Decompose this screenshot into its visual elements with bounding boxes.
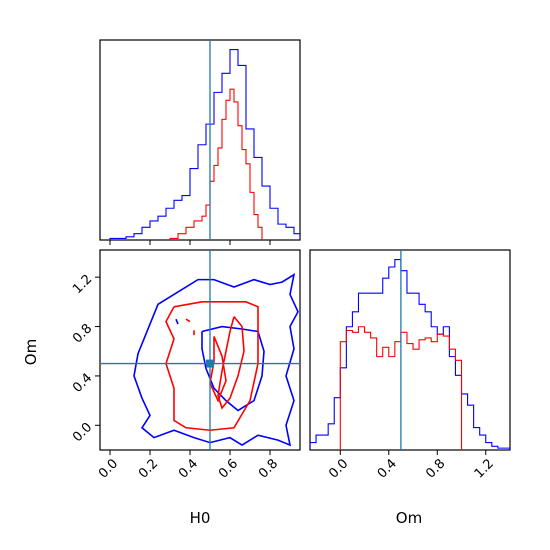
hist_Om-series-0-step <box>310 258 510 450</box>
contour-line-0 <box>133 273 299 447</box>
x-axis-label-h0: H0 <box>190 509 211 527</box>
contour-line-3 <box>165 301 259 432</box>
hist_H0-series-1-step <box>169 88 263 240</box>
contour_H0_Om-xtick-label-0: 0.0 <box>96 456 121 481</box>
contour-truth-marker <box>206 359 214 368</box>
hist_Om-xtick-label-1: 0.4 <box>375 456 400 481</box>
contour_H0_Om-xtick-label-4: 0.8 <box>256 456 281 481</box>
hist-h0-frame <box>99 39 301 241</box>
contour_H0_Om-xtick-label-3: 0.6 <box>216 456 241 481</box>
hist-om-frame <box>309 249 511 451</box>
y-axis-label-om: Om <box>22 339 40 365</box>
x-axis-label-om: Om <box>396 509 422 527</box>
hist-om-panel <box>310 250 510 450</box>
contour_H0_Om-ytick-label-3: 1.2 <box>70 272 95 297</box>
hist_H0-series-0-step <box>109 48 300 240</box>
hist-h0-panel <box>109 40 300 240</box>
contour-h0-om-panel <box>100 250 300 450</box>
hist_Om-xtick-label-2: 0.8 <box>423 456 448 481</box>
contour-line-6 <box>185 318 191 323</box>
contour-h0-om-frame <box>99 249 301 451</box>
contour_H0_Om-ytick-label-1: 0.4 <box>70 371 95 396</box>
contour-line-4 <box>217 316 245 410</box>
contour_H0_Om-ytick-label-0: 0.0 <box>70 420 95 445</box>
hist_Om-xtick-label-3: 1.2 <box>472 456 497 481</box>
contour_H0_Om-ytick-label-2: 0.8 <box>70 321 95 346</box>
contour_H0_Om-xtick-label-1: 0.2 <box>136 456 161 481</box>
contour_H0_Om-xtick-label-2: 0.4 <box>176 456 201 481</box>
contour-line-1 <box>201 325 265 412</box>
tick-layer: 0.0 0.2 0.4 0.6 0.8 0.0 0.4 0.8 1.2 0.0 0.4 0.8 1.2 <box>70 240 497 482</box>
hist_Om-xtick-label-0: 0.0 <box>326 456 351 481</box>
contour-line-2 <box>175 318 179 325</box>
